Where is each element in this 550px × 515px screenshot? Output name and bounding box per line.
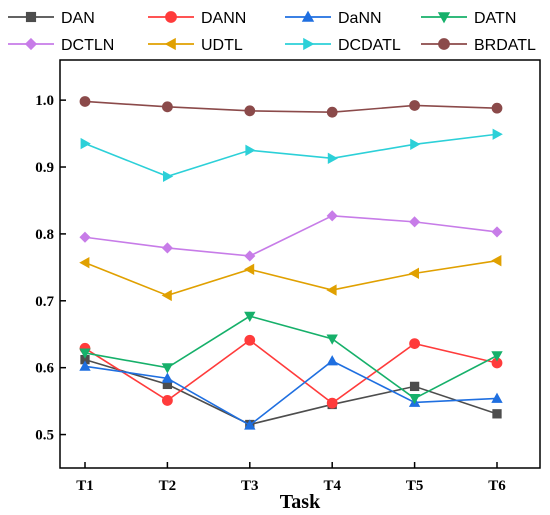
- data-point-dan: [492, 409, 502, 419]
- x-tick-label: T3: [241, 478, 259, 494]
- legend-label: BRDATL: [474, 37, 536, 54]
- data-point-udtl: [408, 267, 420, 280]
- legend-item-dann: DANN: [148, 10, 246, 27]
- data-point-brdatl: [326, 106, 338, 118]
- y-tick-label: 0.6: [35, 361, 54, 377]
- y-axis: 0.5 0.6 0.7 0.8 0.9 1.0: [35, 93, 66, 444]
- legend-label: DAN: [61, 10, 95, 27]
- legend-marker-brdatl: [438, 38, 450, 50]
- plot-area-frame: [59, 59, 541, 469]
- series-brdatl: [79, 96, 503, 118]
- legend-marker-dan: [25, 11, 37, 23]
- series-line-brdatl: [84, 100, 498, 113]
- legend-item-dann: DaNN: [285, 10, 382, 27]
- legend-label: DANN: [201, 10, 246, 27]
- data-point-dann: [491, 392, 503, 403]
- y-tick-label: 0.5: [35, 428, 54, 444]
- data-point-datn: [491, 351, 503, 362]
- data-point-dctln: [409, 216, 421, 228]
- data-point-datn: [408, 394, 421, 405]
- x-axis: T1 T2 T3 T4 T5 T6: [76, 462, 506, 494]
- legend-marker-dctln: [24, 37, 38, 51]
- legend-label: DCTLN: [61, 37, 114, 54]
- y-tick-label: 0.9: [35, 160, 54, 176]
- legend-item-dcdatl: DCDATL: [285, 37, 401, 54]
- data-point-datn: [244, 311, 256, 322]
- data-point-datn: [326, 334, 338, 345]
- data-point-dctln: [244, 250, 256, 262]
- series-dann: [79, 334, 503, 409]
- legend-label: UDTL: [201, 37, 243, 54]
- series-line-datn: [84, 315, 498, 400]
- series-dctln: [79, 210, 503, 262]
- data-point-brdatl: [244, 105, 256, 117]
- legend-marker-dcdatl: [303, 37, 315, 51]
- data-point-dann: [161, 372, 174, 383]
- legend-label: DCDATL: [338, 37, 401, 54]
- data-point-brdatl: [409, 100, 421, 111]
- data-point-brdatl: [161, 101, 173, 113]
- x-tick-label: T6: [488, 478, 506, 494]
- data-point-dcdatl: [410, 138, 421, 150]
- legend-label: DATN: [474, 10, 516, 27]
- data-point-dcdatl: [162, 170, 174, 183]
- legend: DAN DANN DaNN DATN DCTLN UDTL DCDATL BRDATL: [8, 10, 536, 54]
- legend-label: DaNN: [338, 10, 382, 27]
- legend-item-datn: DATN: [421, 10, 516, 27]
- data-point-datn: [161, 363, 174, 374]
- data-point-udtl: [491, 254, 502, 267]
- data-point-dcdatl: [492, 128, 503, 140]
- data-point-dann: [409, 338, 421, 349]
- series-dann: [79, 355, 503, 430]
- data-point-dcdatl: [327, 152, 339, 165]
- data-point-udtl: [243, 263, 255, 276]
- data-point-dctln: [79, 231, 91, 243]
- series-line-udtl: [84, 259, 498, 297]
- legend-item-udtl: UDTL: [148, 37, 243, 54]
- data-point-dan: [409, 381, 420, 392]
- data-point-dcdatl: [245, 144, 256, 156]
- legend-marker-dann: [165, 11, 177, 23]
- x-tick-label: T5: [406, 478, 424, 494]
- data-point-datn: [79, 348, 91, 359]
- data-point-dann: [244, 419, 256, 430]
- data-point-dann: [79, 360, 91, 371]
- data-point-dctln: [161, 242, 173, 254]
- data-point-dcdatl: [80, 137, 91, 150]
- data-point-brdatl: [79, 96, 91, 107]
- legend-marker-dann: [301, 10, 315, 22]
- data-point-brdatl: [491, 102, 503, 114]
- series-line-dctln: [84, 215, 498, 257]
- legend-marker-udtl: [164, 37, 176, 51]
- series-layer: [79, 96, 503, 430]
- data-point-udtl: [326, 284, 337, 296]
- data-point-dctln: [491, 226, 503, 238]
- data-point-dann: [326, 397, 338, 409]
- legend-item-dctln: DCTLN: [8, 37, 114, 54]
- y-tick-label: 0.7: [35, 294, 54, 310]
- data-point-dann: [326, 355, 338, 366]
- data-point-dann: [161, 395, 173, 406]
- x-tick-label: T2: [159, 478, 177, 494]
- data-point-dctln: [326, 210, 338, 222]
- y-tick-label: 0.8: [35, 227, 54, 243]
- legend-marker-datn: [437, 12, 451, 24]
- x-tick-label: T4: [323, 478, 341, 494]
- y-tick-label: 1.0: [35, 93, 54, 109]
- series-line-dann: [84, 360, 498, 427]
- data-point-udtl: [79, 256, 90, 269]
- series-udtl: [79, 254, 502, 302]
- data-point-udtl: [161, 289, 172, 302]
- series-dcdatl: [80, 128, 503, 183]
- x-axis-title: Task: [280, 491, 321, 513]
- series-line-dann: [84, 339, 498, 405]
- data-point-dann: [244, 334, 256, 346]
- series-line-dcdatl: [84, 133, 498, 178]
- legend-item-brdatl: BRDATL: [421, 37, 536, 54]
- series-datn: [79, 311, 503, 405]
- legend-item-dan: DAN: [8, 10, 95, 27]
- x-tick-label: T1: [76, 478, 94, 494]
